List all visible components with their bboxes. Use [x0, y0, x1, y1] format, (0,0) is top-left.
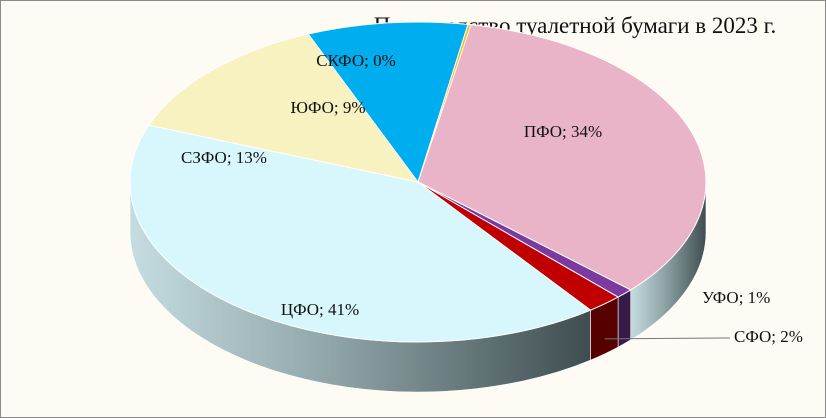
slice-label-УФО: УФО; 1%: [702, 288, 770, 307]
slice-label-СЗФО: СЗФО; 13%: [181, 148, 267, 167]
slice-label-ЮФО: ЮФО; 9%: [290, 98, 365, 117]
slice-label-СКФО: СКФО; 0%: [316, 51, 395, 70]
slice-ПФО: [417, 23, 707, 291]
slice-ЮФО: [307, 21, 469, 184]
pie-sides: [129, 181, 707, 393]
slice-ЦФО: [129, 124, 592, 343]
slice-СКФО: [417, 23, 472, 183]
leader-line-СФО: [604, 337, 730, 340]
slice-СЗФО: [147, 33, 420, 183]
slice-label-СФО: СФО; 2%: [734, 327, 803, 346]
slice-label-ЦФО: ЦФО; 41%: [281, 300, 359, 319]
pie-leaders: [604, 337, 730, 340]
slice-label-ПФО: ПФО; 34%: [524, 122, 602, 141]
pie-labels: ПФО; 34% УФО; 1% СФО; 2% ЦФО; 41% СЗФО; 13% Ю…: [181, 51, 803, 346]
pie-tops: [129, 21, 707, 343]
